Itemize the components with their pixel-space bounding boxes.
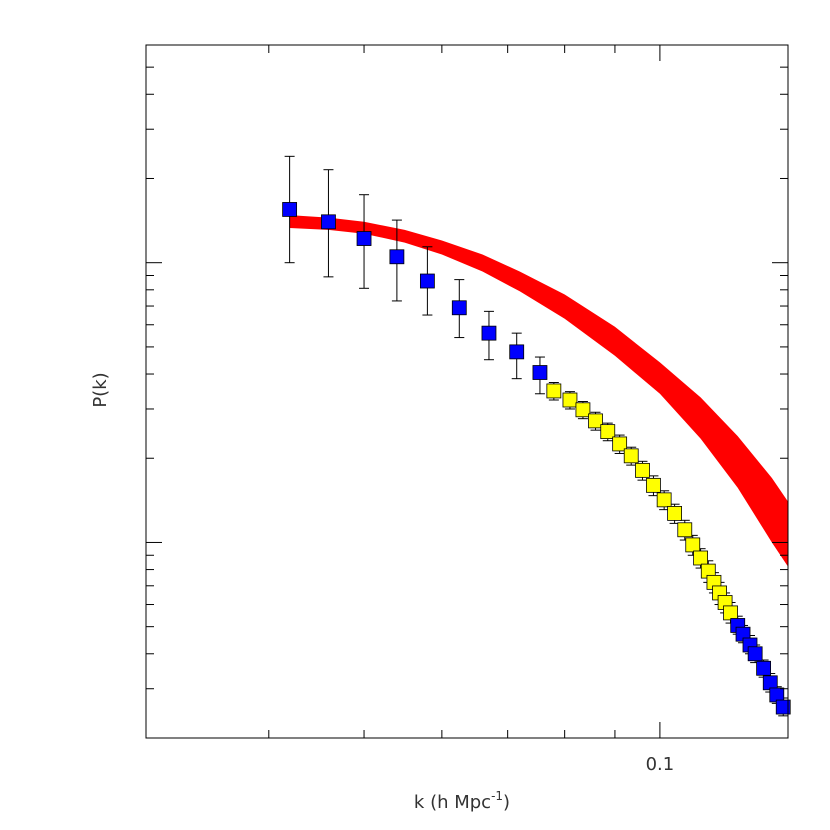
yellow-data-point xyxy=(693,550,708,566)
yellow-data-point xyxy=(646,477,661,493)
yellow-data-point xyxy=(677,522,693,538)
y-axis-label: P(k) xyxy=(90,372,111,407)
yellow-data-point xyxy=(656,492,672,508)
yellow-data-point xyxy=(635,462,650,478)
data-point-layer xyxy=(282,202,791,715)
blue-data-point xyxy=(451,300,467,316)
yellow-data-point xyxy=(588,413,603,429)
model-band xyxy=(289,215,788,567)
axes-frame xyxy=(145,44,789,739)
tick-label-layer: 0.1 xyxy=(646,754,675,775)
blue-data-point xyxy=(282,202,298,217)
yellow-data-point xyxy=(667,506,682,521)
yellow-data-point xyxy=(723,605,738,621)
plot-frame xyxy=(145,44,789,739)
yellow-data-point xyxy=(562,392,578,408)
blue-data-point xyxy=(747,646,763,662)
yellow-data-point xyxy=(575,402,591,418)
yellow-data-point xyxy=(612,436,628,452)
blue-data-point xyxy=(481,325,497,341)
blue-data-point xyxy=(756,660,772,676)
uncertainty-band-layer xyxy=(289,215,788,567)
blue-data-point xyxy=(419,273,435,289)
yellow-data-point xyxy=(600,424,616,440)
blue-data-point xyxy=(356,231,372,246)
yellow-data-point xyxy=(623,448,639,464)
x-axis-label: k (h Mpc-1) xyxy=(414,789,510,813)
blue-data-point xyxy=(389,249,405,265)
blue-data-point xyxy=(532,365,548,380)
blue-data-point xyxy=(321,214,336,230)
blue-data-point xyxy=(775,699,791,715)
x-tick-label: 0.1 xyxy=(646,754,675,775)
blue-data-point xyxy=(509,344,525,360)
yellow-data-point xyxy=(685,537,701,553)
yellow-data-point xyxy=(546,383,562,399)
